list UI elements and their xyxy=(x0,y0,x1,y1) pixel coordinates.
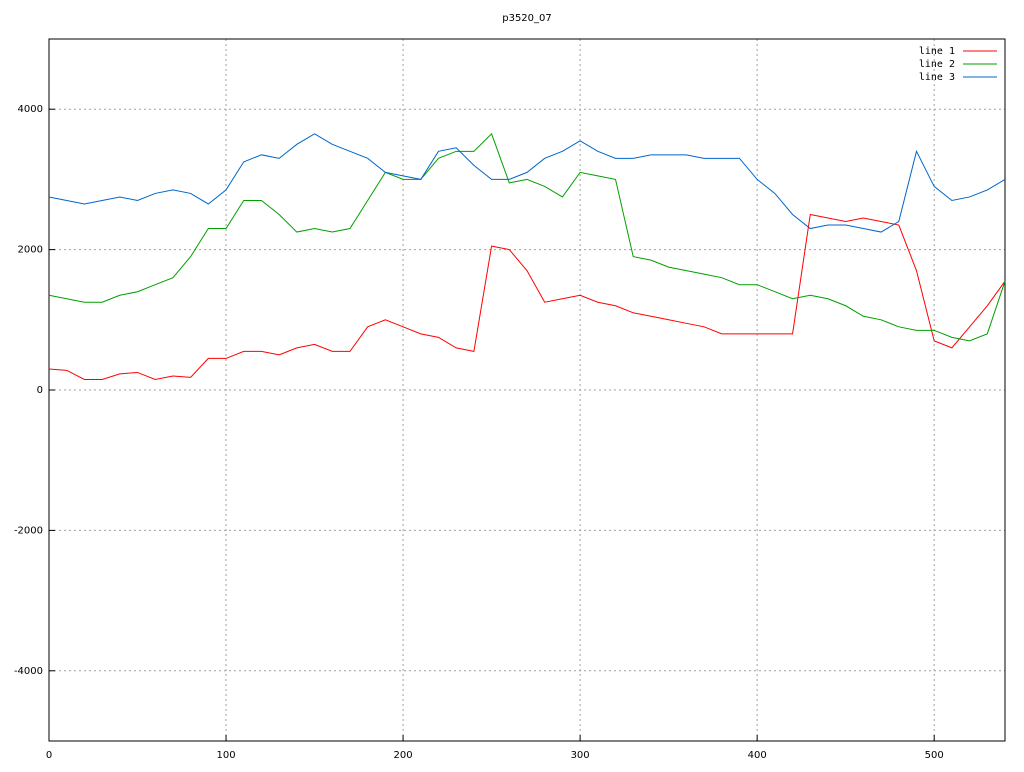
x-tick-label: 500 xyxy=(925,750,944,761)
x-tick-label: 200 xyxy=(394,750,413,761)
x-tick-label: 100 xyxy=(216,750,235,761)
y-tick-label: 2000 xyxy=(18,245,43,256)
chart-title: p3520_07 xyxy=(502,13,552,24)
plot-border xyxy=(48,38,1006,742)
y-tick-label: -2000 xyxy=(14,525,43,536)
y-tick-label: 0 xyxy=(37,385,43,396)
x-tick-label: 300 xyxy=(571,750,590,761)
series-line xyxy=(48,133,1006,233)
series-line xyxy=(48,132,1006,342)
x-tick-label: 0 xyxy=(46,750,52,761)
legend-label: line 3 xyxy=(919,72,955,83)
legend-label: line 2 xyxy=(919,59,955,70)
y-tick-label: -4000 xyxy=(14,666,43,677)
y-tick-label: 4000 xyxy=(18,104,43,115)
legend-label: line 1 xyxy=(919,46,955,57)
series-line xyxy=(48,213,1006,380)
x-tick-label: 400 xyxy=(748,750,767,761)
